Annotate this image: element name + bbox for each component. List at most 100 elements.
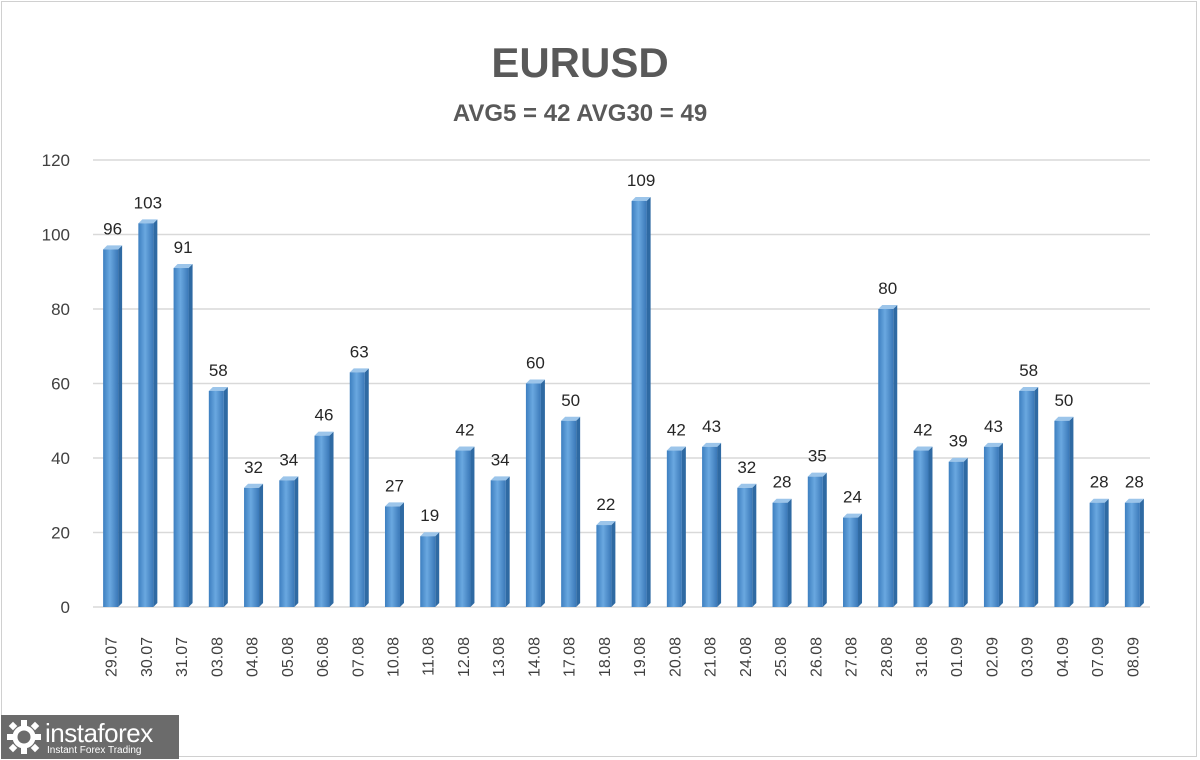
x-tick-label: 13.08 [491,637,508,677]
y-tick-label: 60 [51,375,70,394]
x-tick-label: 28.08 [879,637,896,677]
bar [244,483,264,607]
x-tick-label: 07.08 [350,637,367,677]
x-tick-label: 31.08 [914,637,931,677]
chart-title: EURUSD [491,39,668,86]
x-tick-label: 12.08 [456,637,473,677]
data-label: 27 [385,476,404,495]
data-label: 58 [1019,361,1038,380]
x-tick-label: 24.08 [738,637,755,677]
x-tick-label: 08.09 [1125,637,1142,677]
data-label: 32 [737,458,756,477]
data-label: 43 [984,417,1003,436]
data-label: 39 [949,432,968,451]
data-label: 28 [1090,473,1109,492]
data-label: 22 [596,495,615,514]
data-label: 58 [209,361,228,380]
data-label: 50 [561,391,580,410]
bar [772,498,792,607]
x-tick-label: 03.09 [1020,637,1037,677]
x-tick-label: 27.08 [844,637,861,677]
logo-name: instaforex [45,718,153,748]
chart-subtitle: AVG5 = 42 AVG30 = 49 [453,100,707,127]
y-tick-label: 100 [42,226,70,245]
y-axis-ticks: 0 20 40 60 80 100 120 [42,151,70,617]
bar [314,431,334,607]
x-tick-label: 26.08 [808,637,825,677]
data-label: 28 [773,473,792,492]
x-tick-label: 25.08 [773,637,790,677]
x-tick-label: 04.08 [245,637,262,677]
bar [737,483,757,607]
data-label: 60 [526,354,545,373]
data-label: 50 [1054,391,1073,410]
x-tick-label: 03.08 [209,637,226,677]
data-label: 35 [808,447,827,466]
data-label: 91 [174,238,193,257]
x-tick-label: 18.08 [597,637,614,677]
x-tick-label: 14.08 [526,637,543,677]
x-axis-ticks: 29.07 30.07 31.07 03.08 04.08 05.08 06.08 07.08… [104,637,1143,677]
data-label: 42 [455,421,474,440]
bar [878,305,898,607]
x-tick-label: 21.08 [703,637,720,677]
bar [596,521,616,607]
bar [279,476,299,607]
x-tick-label: 05.08 [280,637,297,677]
x-tick-label: 04.09 [1055,637,1072,677]
x-tick-label: 01.09 [949,637,966,677]
bar [1019,386,1039,607]
bar [631,196,651,607]
bar-chart: EURUSD AVG5 = 42 AVG30 = 49 0 20 40 60 80 100… [42,39,1150,677]
data-label: 34 [491,450,510,469]
x-tick-label: 02.09 [984,637,1001,677]
x-tick-label: 06.08 [315,637,332,677]
data-labels: 96 103 91 58 32 34 46 63 27 19 42 34 60 50 22 109 42 43 32… [103,171,1144,525]
data-label: 63 [350,342,369,361]
y-tick-label: 20 [51,524,70,543]
y-tick-label: 80 [51,300,70,319]
data-label: 34 [279,450,298,469]
bar [1124,498,1144,607]
x-tick-label: 29.07 [104,637,121,677]
x-tick-label: 30.07 [139,637,156,677]
bar [173,264,193,607]
gridlines [93,159,1150,608]
data-label: 28 [1125,473,1144,492]
data-label: 103 [134,193,162,212]
x-tick-label: 11.08 [421,637,438,676]
bar [983,442,1003,607]
bar [349,368,369,607]
x-tick-label: 20.08 [667,637,684,677]
data-label: 42 [667,421,686,440]
data-label: 24 [843,488,862,507]
bar [1054,416,1074,607]
bar [208,386,228,607]
bar [455,446,475,607]
bar [490,476,510,607]
data-label: 46 [315,406,334,425]
bar [843,513,863,607]
x-tick-label: 07.09 [1090,637,1107,677]
bar [138,219,158,607]
bar [913,446,933,607]
data-label: 80 [878,279,897,298]
bar [420,532,440,607]
y-tick-label: 120 [42,151,70,170]
bar [525,379,545,607]
bar [384,502,404,607]
y-tick-label: 40 [51,449,70,468]
bar [1089,498,1109,607]
bar [702,442,722,607]
gear-icon [7,720,41,754]
data-label: 43 [702,417,721,436]
bars [103,196,1144,607]
bar [948,457,968,607]
bar [103,245,123,607]
x-tick-label: 10.08 [385,637,402,677]
y-tick-label: 0 [61,598,70,617]
logo-tagline: Instant Forex Trading [47,745,142,756]
data-label: 19 [420,506,439,525]
